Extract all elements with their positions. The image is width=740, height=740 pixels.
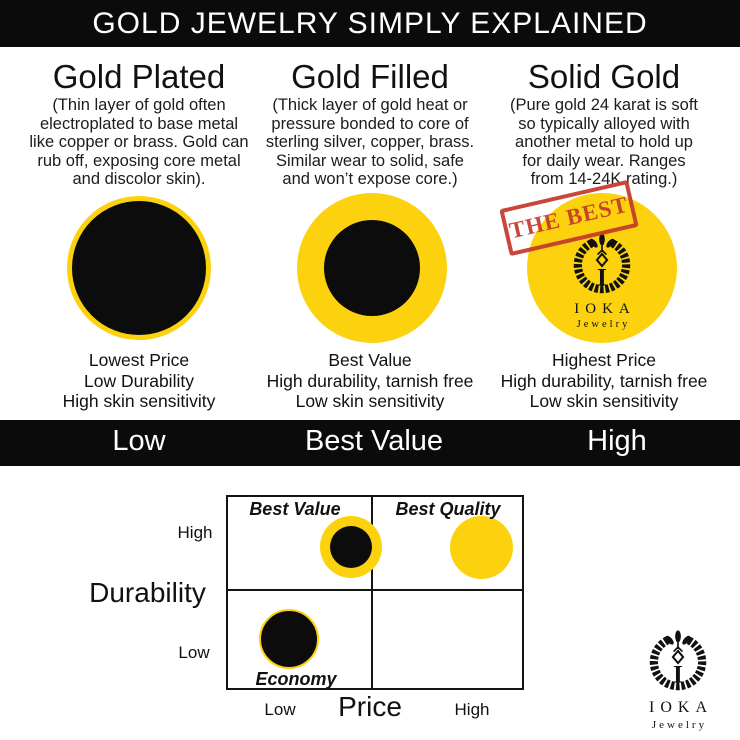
solid-gold-circle: I IOKA Jewelry bbox=[527, 193, 677, 343]
column-title: Gold Filled bbox=[291, 58, 449, 95]
x-tick-low: Low bbox=[264, 700, 296, 719]
description-line: (Thin layer of gold often bbox=[52, 96, 226, 114]
column-description: (Thin layer of gold often electroplated … bbox=[22, 96, 256, 189]
value-bar-best-value: Best Value bbox=[304, 425, 444, 457]
trait-line: High durability, tarnish free bbox=[500, 370, 708, 391]
marker-solid-gold bbox=[450, 516, 513, 579]
trait-line: Low skin sensitivity bbox=[529, 391, 679, 411]
y-tick-low: Low bbox=[178, 643, 210, 662]
brand-name: IOKA bbox=[649, 699, 713, 716]
quadrant-label-best-quality: Best Quality bbox=[395, 499, 501, 519]
description-line: (Thick layer of gold heat or bbox=[272, 96, 468, 114]
description-line: sterling silver, copper, brass. bbox=[265, 133, 475, 151]
description-line: from 14-24K rating.) bbox=[530, 170, 678, 188]
x-tick-high: High bbox=[454, 700, 490, 719]
chart-horizontal-divider bbox=[226, 589, 524, 591]
marker-gold-plated bbox=[259, 609, 319, 669]
column-title: Solid Gold bbox=[527, 58, 681, 95]
description-line: Similar wear to solid, safe bbox=[276, 151, 464, 170]
ioka-crest-icon: I bbox=[573, 233, 631, 294]
marker-core bbox=[330, 526, 372, 568]
ioka-crest-icon: I bbox=[649, 630, 707, 691]
column-gold-plated: Gold Plated (Thin layer of gold often el… bbox=[22, 60, 256, 189]
traits-gold-filled: Best Value High durability, tarnish free… bbox=[253, 350, 487, 412]
value-bar-high: High bbox=[587, 425, 647, 457]
quadrant-label-economy: Economy bbox=[255, 669, 337, 689]
trait-line: Low skin sensitivity bbox=[295, 391, 445, 411]
ioka-logo: I IOKA Jewelry bbox=[527, 233, 677, 330]
description-line: like copper or brass. Gold can bbox=[29, 133, 249, 151]
description-line: for daily wear. Ranges bbox=[522, 151, 686, 170]
x-axis-label: Price bbox=[338, 691, 402, 722]
gold-filled-circle bbox=[297, 193, 447, 343]
description-line: so typically alloyed with bbox=[518, 114, 690, 133]
description-line: electroplated to base metal bbox=[39, 114, 239, 133]
y-axis-label: Durability bbox=[89, 577, 206, 608]
svg-text:I: I bbox=[673, 661, 683, 689]
marker-gold-filled bbox=[320, 516, 382, 578]
value-bar-low: Low bbox=[112, 425, 166, 457]
column-solid-gold: Solid Gold (Pure gold 24 karat is soft s… bbox=[487, 60, 721, 189]
traits-solid-gold: Highest Price High durability, tarnish f… bbox=[487, 350, 721, 412]
brand-name: IOKA bbox=[574, 301, 636, 317]
description-line: rub off, exposing core metal bbox=[37, 151, 241, 170]
description-line: another metal to hold up bbox=[515, 133, 693, 151]
y-tick-high: High bbox=[177, 523, 213, 542]
ioka-corner-logo: I IOKA Jewelry bbox=[628, 630, 728, 731]
chart-vertical-divider bbox=[371, 495, 373, 690]
gold-plated-circle bbox=[67, 196, 211, 340]
description-line: and won’t expose core.) bbox=[282, 170, 458, 188]
base-metal-core bbox=[324, 220, 420, 316]
page-title: GOLD JEWELRY SIMPLY EXPLAINED bbox=[92, 6, 648, 40]
trait-line: High durability, tarnish free bbox=[266, 370, 474, 391]
trait-line: High skin sensitivity bbox=[62, 391, 216, 411]
quadrant-label-best-value: Best Value bbox=[249, 499, 341, 519]
trait-line: Low Durability bbox=[84, 370, 194, 391]
header-banner: GOLD JEWELRY SIMPLY EXPLAINED bbox=[0, 0, 740, 47]
traits-gold-plated: Lowest Price Low Durability High skin se… bbox=[22, 350, 256, 412]
column-title: Gold Plated bbox=[52, 58, 226, 95]
description-line: pressure bonded to core of bbox=[271, 114, 469, 133]
column-description: (Pure gold 24 karat is soft so typically… bbox=[487, 96, 721, 189]
description-line: (Pure gold 24 karat is soft bbox=[509, 96, 698, 114]
trait-line: Highest Price bbox=[551, 350, 657, 370]
column-description: (Thick layer of gold heat or pressure bo… bbox=[253, 96, 487, 189]
trait-line: Best Value bbox=[328, 350, 412, 370]
brand-sub: Jewelry bbox=[651, 719, 708, 731]
description-line: and discolor skin). bbox=[72, 170, 206, 188]
column-gold-filled: Gold Filled (Thick layer of gold heat or… bbox=[253, 60, 487, 189]
brand-sub: Jewelry bbox=[576, 319, 631, 330]
value-bar: Low Best Value High bbox=[0, 420, 740, 466]
trait-line: Lowest Price bbox=[88, 350, 190, 370]
svg-text:I: I bbox=[597, 264, 607, 292]
